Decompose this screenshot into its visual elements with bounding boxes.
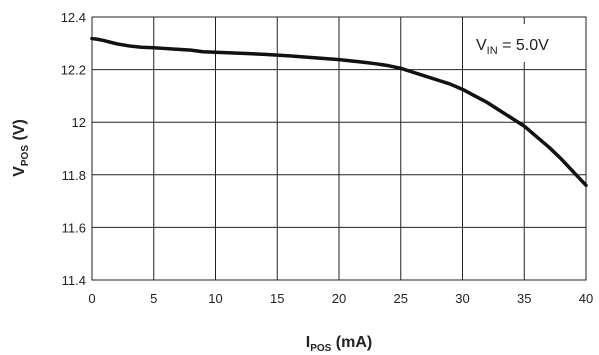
y-axis-title-main: V [11,166,28,177]
y-tick-labels: 11.4 11.6 11.8 12 12.2 12.4 [61,10,86,288]
x-tick-labels: 0 5 10 15 20 25 30 35 40 [88,291,593,306]
x-tick-label: 30 [455,291,469,306]
x-axis-title-main: I [306,334,310,351]
y-tick-label: 12.4 [61,10,86,25]
x-tick-label: 35 [517,291,531,306]
x-tick-label: 5 [150,291,157,306]
y-tick-label: 12 [72,115,86,130]
annotation-sub: IN [487,45,498,57]
annotation-vin: VIN = 5.0V [476,37,549,57]
x-tick-label: 10 [208,291,222,306]
x-tick-label: 15 [270,291,284,306]
annotation-main: V [476,37,487,54]
y-tick-label: 11.8 [62,168,86,183]
x-tick-label: 0 [88,291,95,306]
x-tick-label: 25 [394,291,408,306]
y-axis-title-rest: (V) [11,119,28,145]
y-axis-title-sub: POS [20,145,31,166]
y-tick-label: 11.6 [62,220,86,235]
x-axis-title-rest: (mA) [331,334,372,351]
x-axis-title: IPOS (mA) [306,334,372,354]
x-tick-label: 40 [579,291,593,306]
annotation-box [466,24,578,62]
y-tick-label: 11.4 [62,273,86,288]
annotation-rest: = 5.0V [498,37,549,54]
y-axis-title: VPOS (V) [11,119,31,177]
y-tick-label: 12.2 [61,63,86,78]
x-axis-title-sub: POS [310,343,331,354]
x-tick-label: 20 [332,291,346,306]
series-line [90,36,588,188]
